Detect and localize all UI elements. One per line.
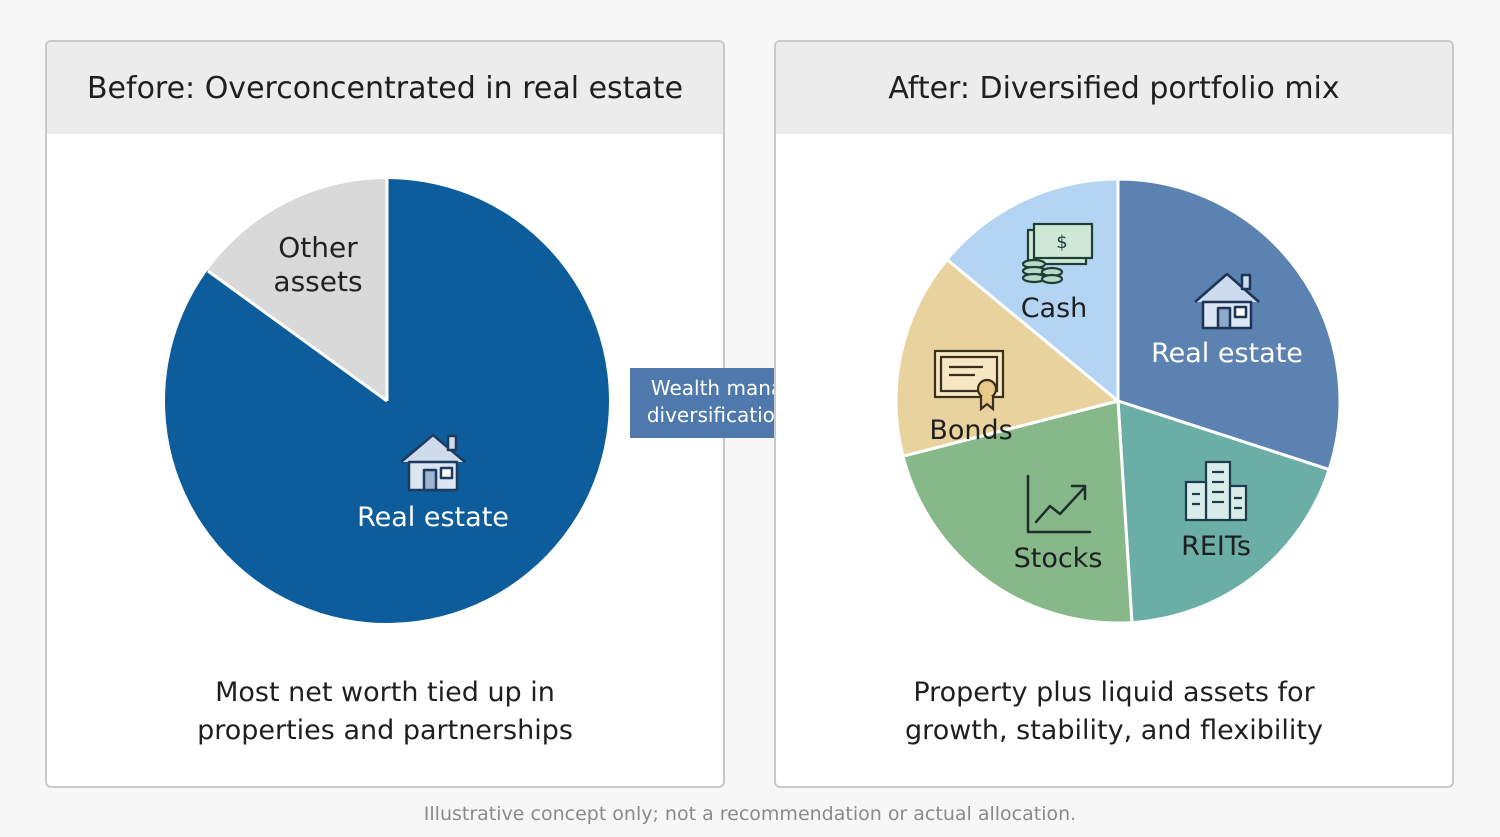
before-panel: Before: Overconcentrated in real estate … (45, 40, 725, 788)
slice-label-cash: Cash (1021, 293, 1088, 324)
slice-stocks (901, 399, 1134, 625)
certificate-icon (933, 349, 1005, 412)
footnote: Illustrative concept only; not a recomme… (423, 803, 1077, 825)
buildings-icon (1184, 460, 1248, 522)
slice-label-bonds: Bonds (929, 415, 1012, 446)
cash-coins-icon: $ (1021, 222, 1094, 285)
caption-line: properties and partnerships (197, 715, 573, 746)
after-pie-chart: Real estate REITs Stocks (894, 177, 1342, 625)
after-panel: After: Diversified portfolio mix Real es… (774, 40, 1454, 788)
svg-text:$: $ (1056, 232, 1067, 253)
slice-label-stocks: Stocks (1014, 543, 1103, 574)
after-caption: Property plus liquid assets for growth, … (776, 674, 1452, 750)
before-title: Before: Overconcentrated in real estate (47, 42, 723, 134)
slice-label-other-assets: Other (278, 231, 358, 264)
slice-label-real-estate: Real estate (357, 502, 509, 533)
before-caption: Most net worth tied up in properties and… (47, 674, 723, 750)
house-icon (400, 433, 466, 492)
after-title: After: Diversified portfolio mix (776, 42, 1452, 134)
slice-bonds (894, 257, 1120, 458)
caption-line: growth, stability, and flexibility (905, 715, 1323, 746)
slice-label-other-assets: assets (273, 265, 362, 298)
slice-divider (207, 269, 388, 403)
after-slices (894, 177, 1342, 625)
caption-line: Property plus liquid assets for (913, 677, 1315, 708)
slice-other-assets (207, 179, 387, 401)
house-icon (1194, 272, 1260, 330)
slice-label-real-estate: Real estate (1151, 338, 1303, 369)
slice-label-reits: REITs (1181, 531, 1251, 562)
caption-line: Most net worth tied up in (215, 677, 555, 708)
before-pie-chart: Other assets Real estate (165, 179, 610, 623)
line-chart-icon (1026, 474, 1092, 534)
